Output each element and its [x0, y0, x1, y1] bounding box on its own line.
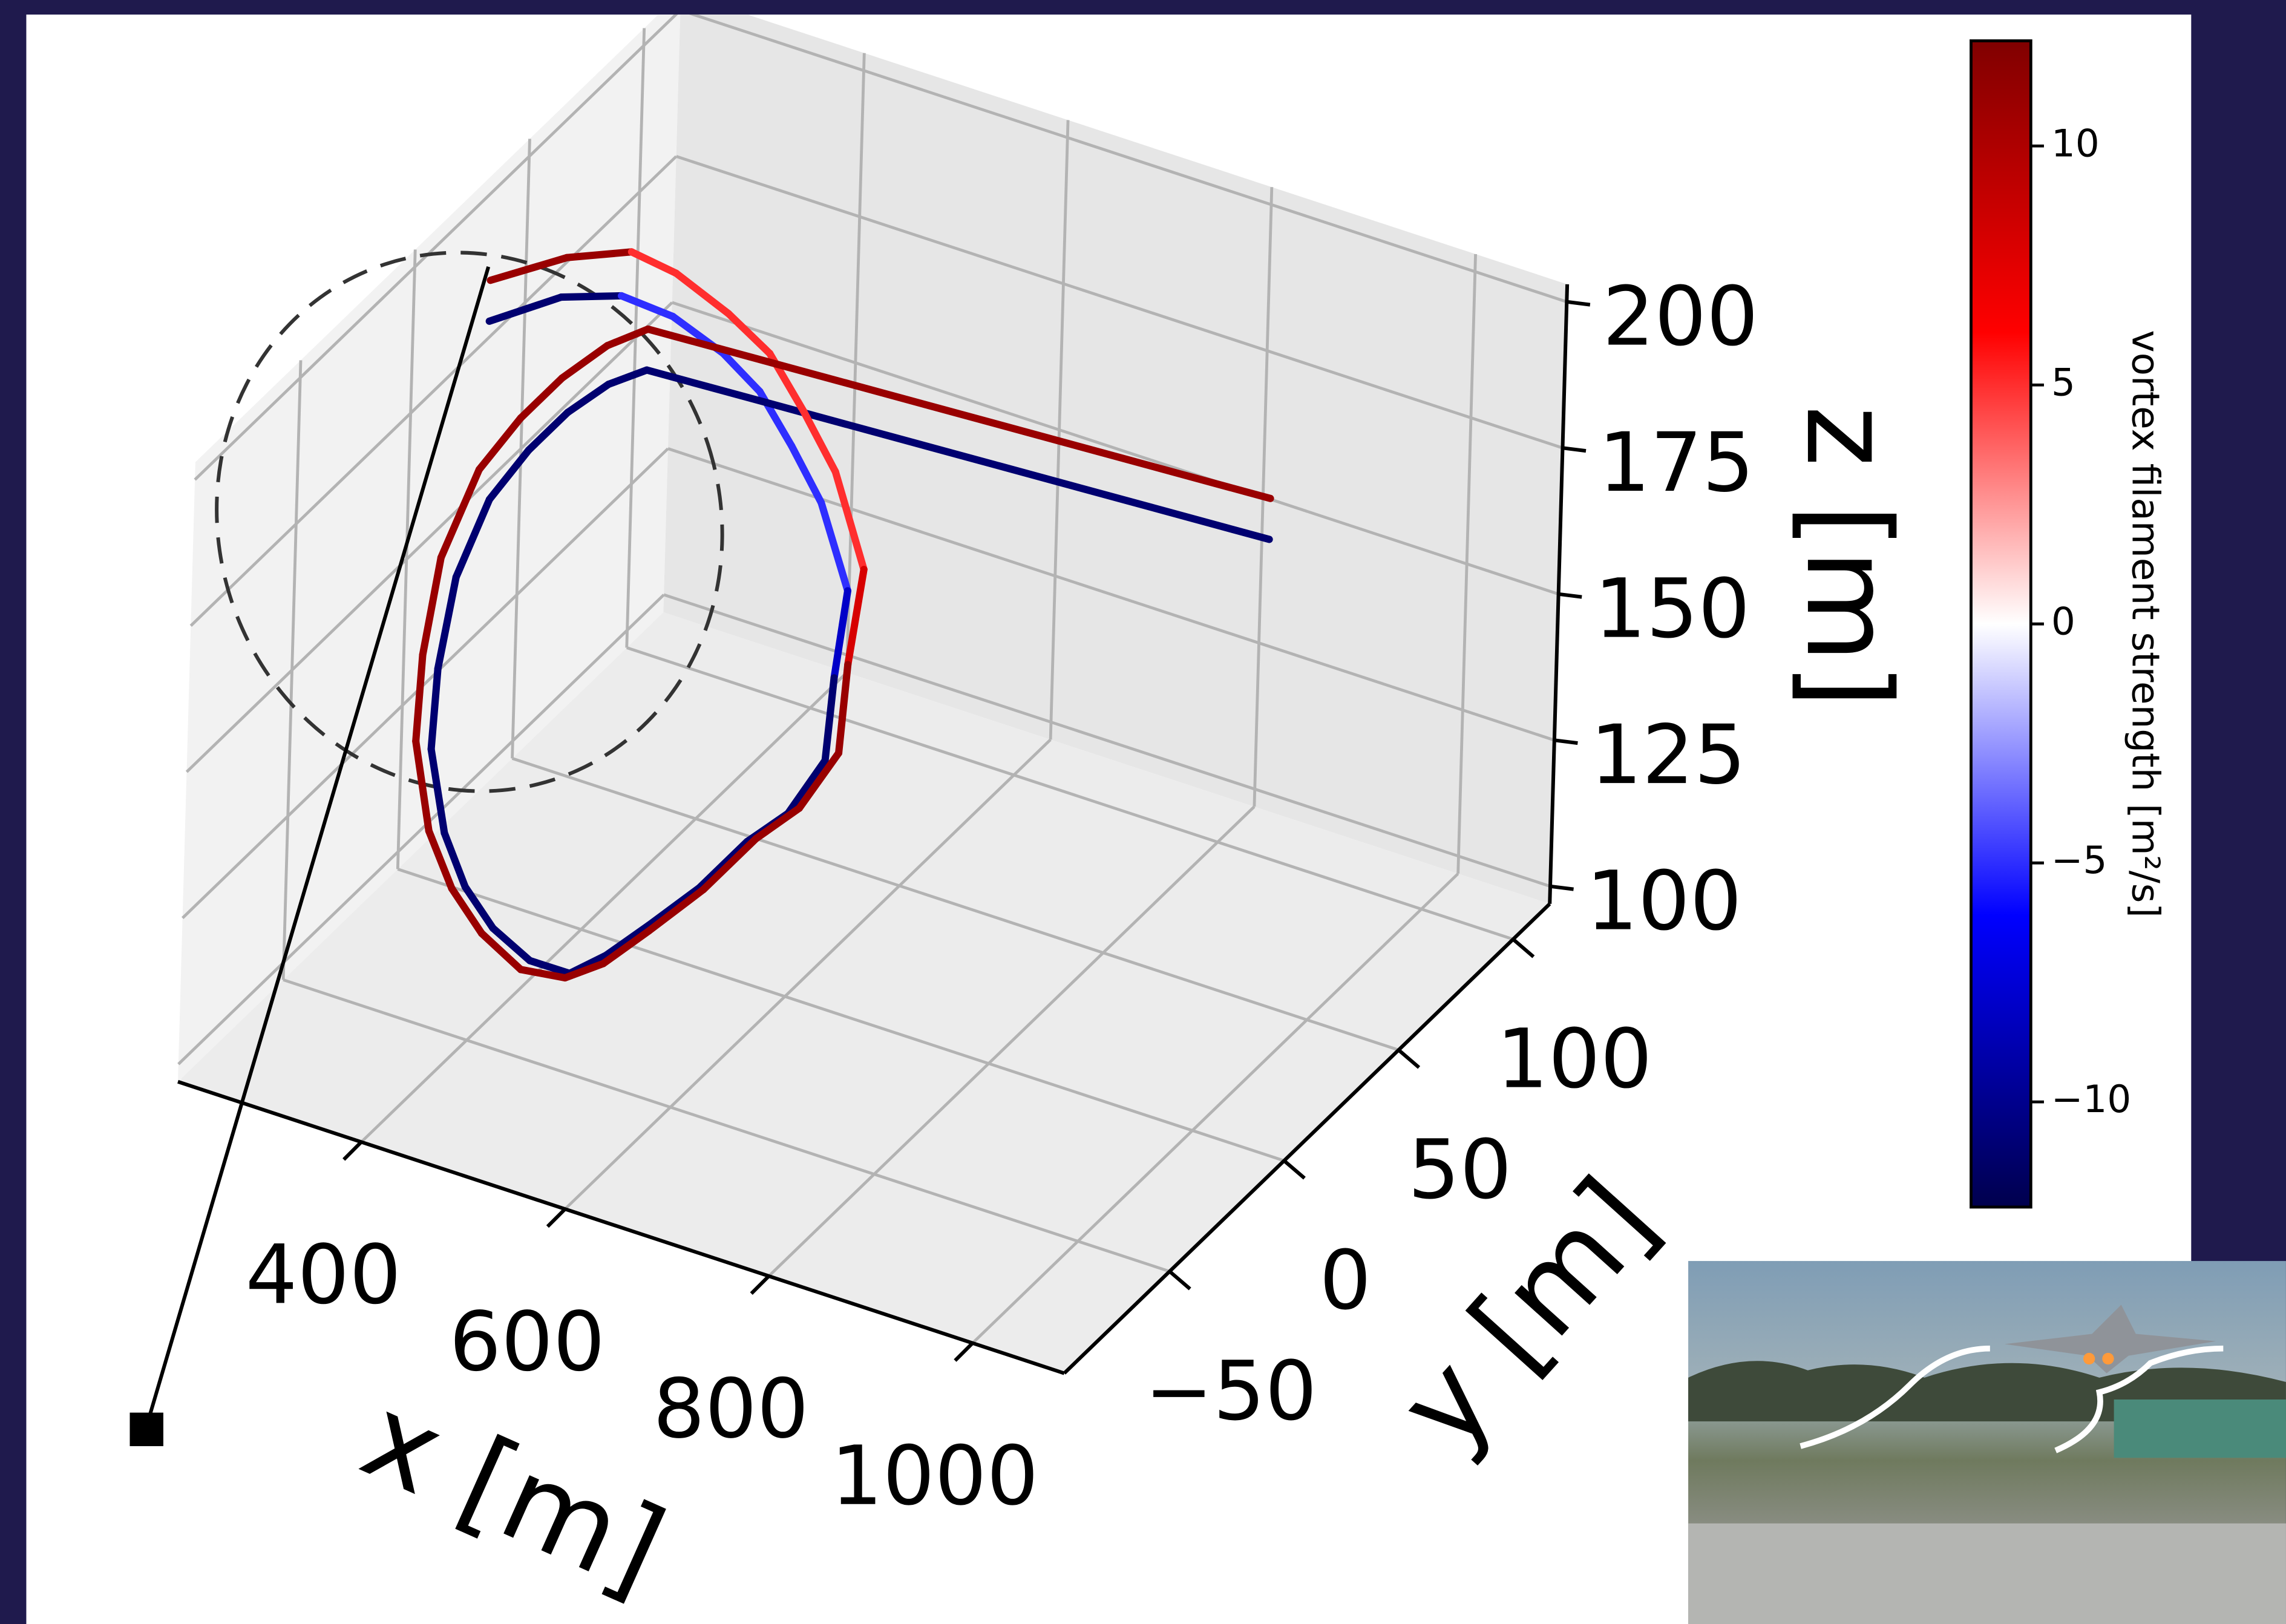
z-tick-label: 125	[1590, 707, 1746, 802]
y-tick-label: 100	[1496, 1012, 1652, 1107]
chart: 4006008001000−50050100100125150175200x […	[0, 0, 2286, 1624]
colorbar-tick-label: 0	[2051, 599, 2075, 643]
y-tick-label: 0	[1319, 1233, 1371, 1328]
aircraft-marker	[130, 1413, 163, 1446]
x-tick-label: 1000	[831, 1429, 1038, 1524]
colorbar-tick-label: −10	[2051, 1077, 2131, 1121]
z-tick-label: 100	[1586, 854, 1742, 949]
x-tick-label: 400	[246, 1227, 402, 1322]
z-tick-label: 150	[1594, 562, 1751, 656]
y-tick-label: −50	[1145, 1344, 1317, 1439]
x-tick-label: 600	[449, 1294, 605, 1389]
colorbar-tick-label: 5	[2051, 360, 2075, 404]
colorbar-label: vortex filament strength [m²/s]	[2124, 330, 2168, 918]
colorbar-tick-label: 10	[2051, 121, 2100, 165]
z-tick-label: 200	[1602, 269, 1758, 364]
y-tick-label: 50	[1408, 1122, 1512, 1217]
colorbar-scale	[1971, 41, 2031, 1207]
runway	[1688, 1524, 2286, 1624]
x-tick-label: 800	[653, 1361, 809, 1456]
afterburner	[2102, 1353, 2114, 1364]
inset-photo	[1688, 1261, 2286, 1624]
z-tick-label: 175	[1599, 415, 1755, 510]
afterburner	[2083, 1353, 2095, 1364]
colorbar-tick-label: −5	[2051, 838, 2107, 882]
building	[2114, 1400, 2286, 1458]
filament-segment	[562, 296, 621, 297]
z-axis-label: z [m]	[1780, 405, 1916, 709]
